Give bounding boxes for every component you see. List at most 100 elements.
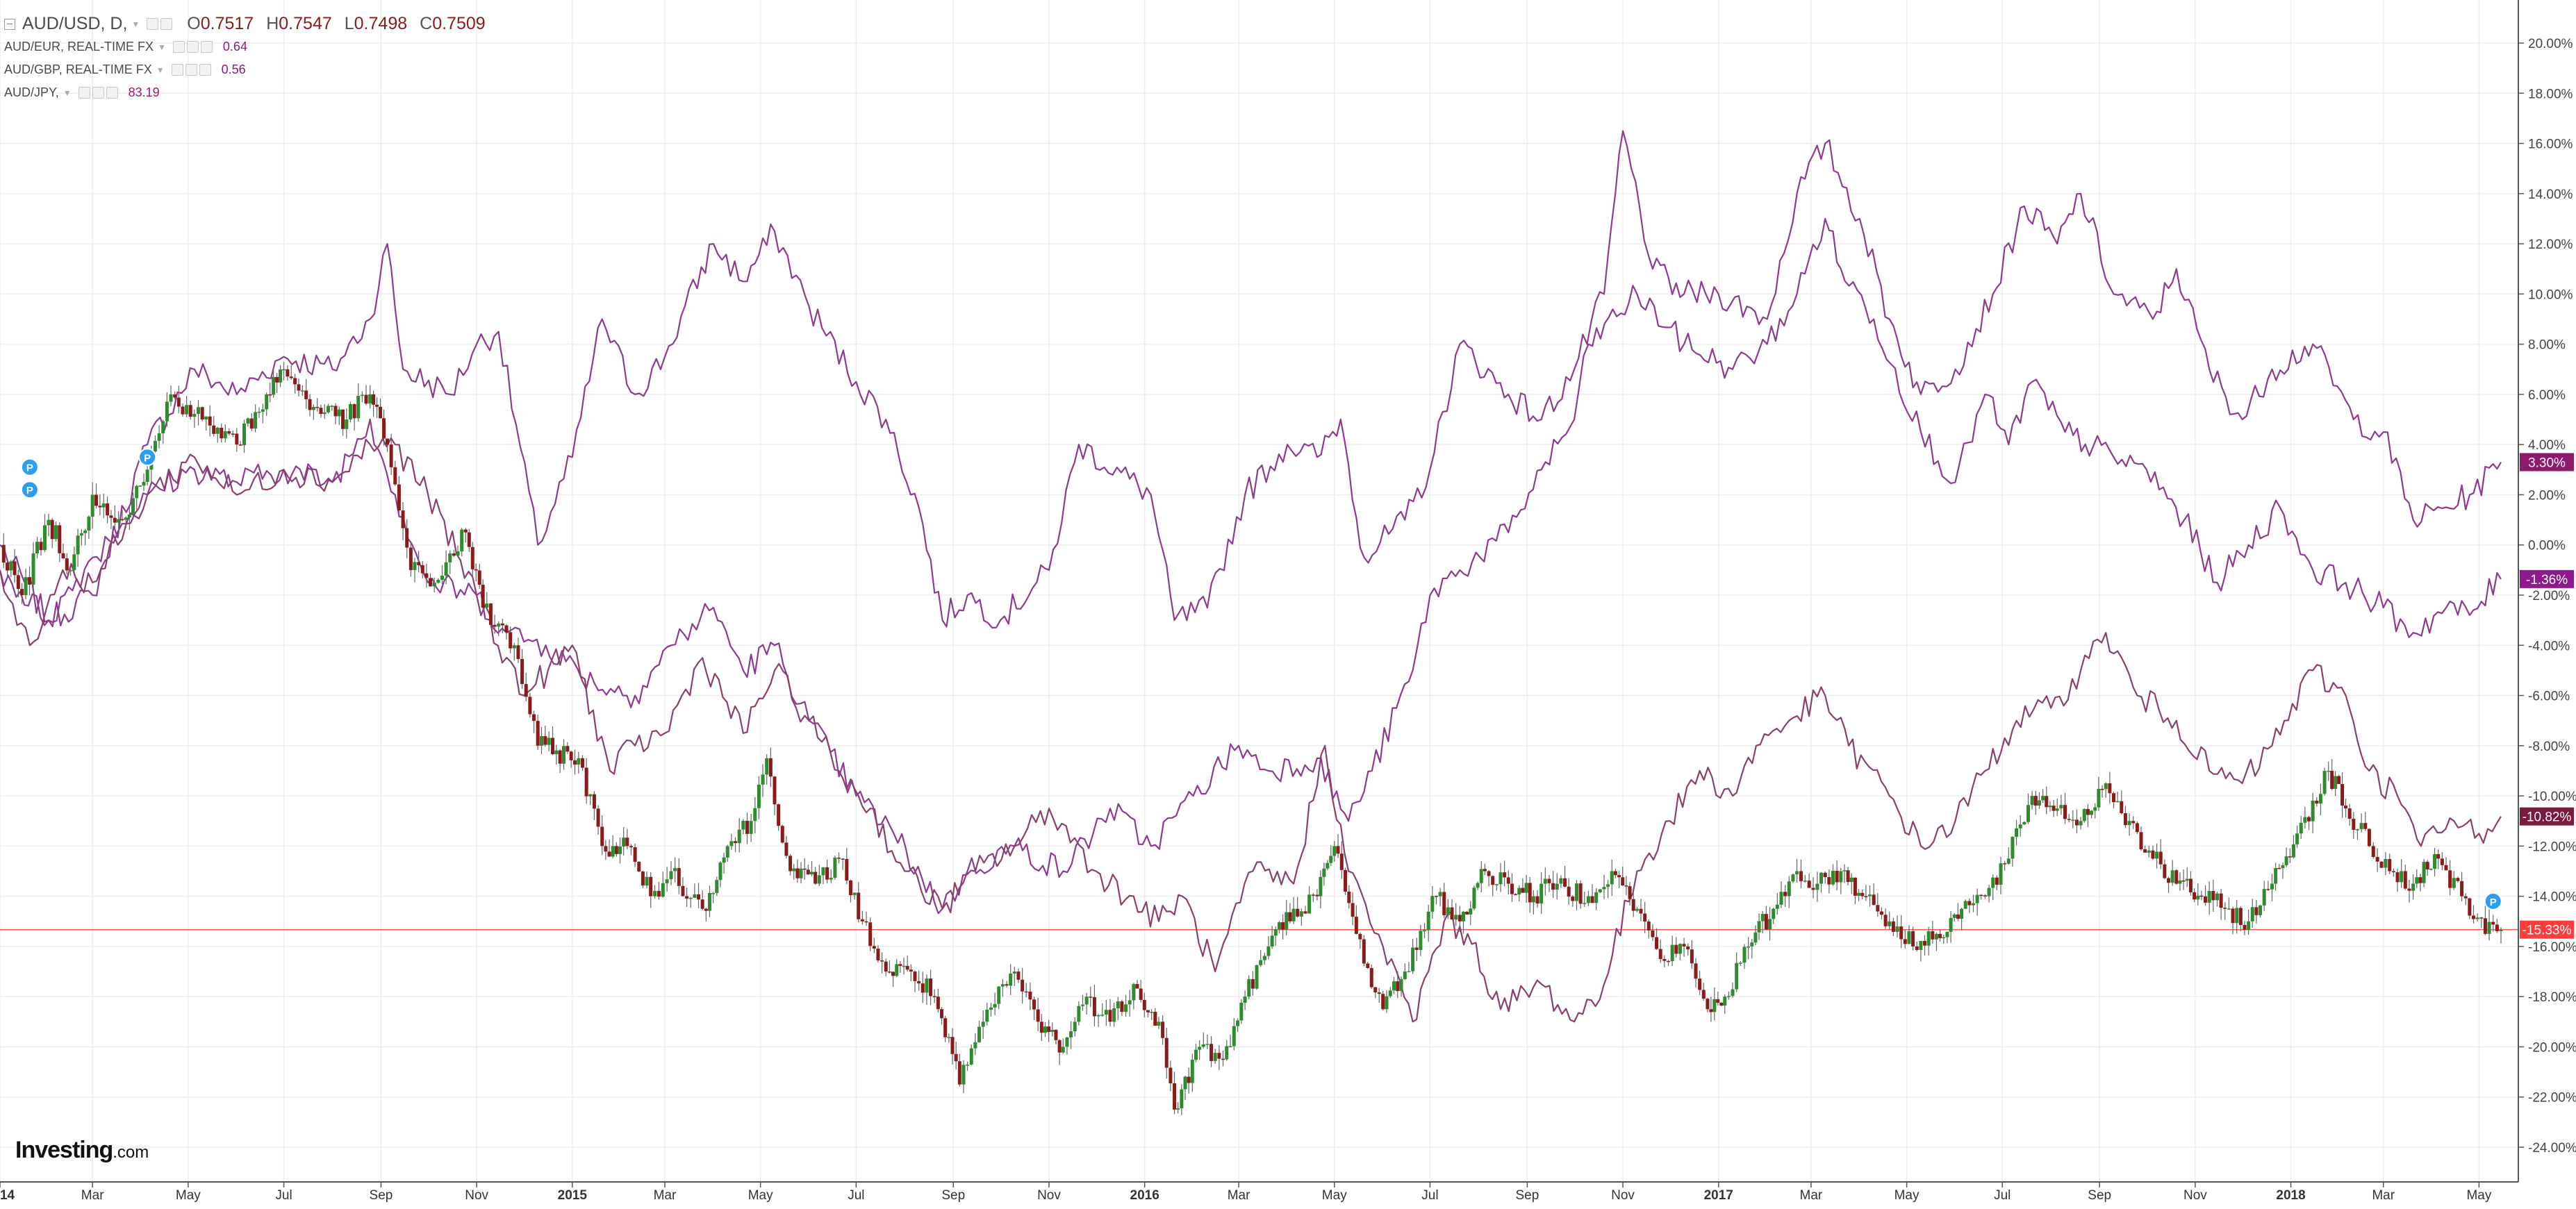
candle-body (1201, 1044, 1205, 1047)
x-tick-label: May (1322, 1188, 1347, 1203)
candle-body (1336, 846, 1340, 854)
candle-body (1753, 932, 1758, 943)
chevron-down-icon[interactable]: ▼ (131, 19, 140, 29)
candle-body (1791, 874, 1795, 882)
chevron-down-icon[interactable]: ▼ (158, 42, 166, 52)
candle-body (2375, 857, 2379, 862)
candle-body (382, 418, 386, 439)
candle-body (1775, 904, 1779, 909)
close-icon[interactable] (106, 87, 118, 99)
candle-body (161, 421, 165, 434)
candle-body (2422, 862, 2426, 883)
candles-aud-usd[interactable] (1, 362, 2503, 1115)
candle-body (1487, 871, 1491, 876)
settings-icon[interactable] (185, 64, 197, 76)
chevron-down-icon[interactable]: ▼ (63, 87, 72, 98)
candle-body (2411, 883, 2416, 891)
eye-icon[interactable] (172, 41, 185, 53)
last-value-tag[interactable] (2520, 807, 2574, 826)
candle-body (1662, 958, 1667, 961)
candle-body (1709, 1009, 1713, 1012)
candle-body (1183, 1076, 1187, 1090)
settings-icon[interactable] (186, 41, 199, 53)
time-axis[interactable]: 2014 Mar May Jul Sep Nov 2015 Mar May Jul Sep Nov 20… (0, 1181, 2518, 1203)
candle-body (2167, 878, 2171, 883)
candle-body (1084, 997, 1089, 1005)
candle-body (497, 623, 501, 627)
marker-label: P (2490, 897, 2497, 908)
candle-body (1399, 979, 1403, 992)
candle-body (1032, 999, 1037, 1010)
candle-body (1628, 886, 1632, 899)
candle-body (2307, 817, 2311, 822)
x-tick-label: 2014 (0, 1188, 15, 1203)
candle-body (1024, 991, 1028, 993)
settings-icon[interactable] (92, 87, 104, 99)
candle-body (2170, 870, 2174, 883)
collapse-icon[interactable] (4, 18, 15, 30)
candle-body (257, 411, 261, 413)
candle-body (588, 794, 593, 797)
marker-badge[interactable] (20, 458, 39, 476)
x-tick-label: Nov (1611, 1188, 1635, 1203)
candle-body (124, 517, 128, 520)
candle-body (1559, 878, 1563, 884)
settings-icon[interactable] (160, 18, 173, 30)
last-value-tag[interactable] (2520, 569, 2574, 588)
candle-body (1057, 1040, 1062, 1053)
marker-badge[interactable] (2484, 892, 2502, 910)
candle-body (1539, 883, 1544, 904)
x-tick-label: May (176, 1188, 201, 1203)
candle-body (1458, 915, 1462, 922)
candle-body (1465, 911, 1469, 915)
candle-body (1173, 1083, 1177, 1110)
candle-body (169, 394, 173, 402)
candle-body (397, 484, 401, 511)
candle-body (13, 561, 17, 576)
investing-logo[interactable]: Investing.com (15, 1137, 149, 1164)
legend-row-aud-gbp[interactable]: AUD/GBP, REAL-TIME FX ▼ 0.56 (4, 58, 486, 81)
candle-body (385, 438, 389, 445)
main-symbol: AUD/USD, D, (22, 14, 128, 33)
candle-body (547, 737, 551, 745)
candle-body (470, 547, 474, 569)
y-tick-label: -24.00% (2528, 1141, 2576, 1156)
candle-body (795, 868, 800, 878)
candle-body (2041, 796, 2045, 801)
eye-icon[interactable] (147, 18, 159, 30)
candle-body (1535, 896, 1539, 904)
marker-badge[interactable] (20, 481, 39, 499)
legend-row-aud-eur[interactable]: AUD/EUR, REAL-TIME FX ▼ 0.64 (4, 35, 486, 58)
candle-body (220, 427, 224, 439)
series-line-aud-jpy (0, 437, 2502, 1023)
candle-body (1142, 999, 1146, 1010)
close-icon[interactable] (200, 41, 213, 53)
legend-row-aud-jpy[interactable]: AUD/JPY, ▼ 83.19 (4, 81, 486, 104)
marker-badge[interactable] (138, 448, 157, 467)
candle-body (333, 406, 338, 417)
candle-body (1392, 981, 1396, 991)
last-value-tag[interactable] (2520, 920, 2574, 939)
candle-body (1735, 962, 1739, 990)
close-icon[interactable] (199, 64, 211, 76)
candle-body (673, 868, 677, 872)
last-value-tag[interactable] (2520, 453, 2574, 472)
candle-body (1080, 1004, 1084, 1006)
candle-body (2082, 809, 2086, 822)
chevron-down-icon[interactable]: ▼ (156, 65, 165, 75)
price-axis[interactable]: 20.00% 18.00% 16.00% 14.00% 12.00% 10.00% 8.00… (2518, 0, 2576, 1182)
eye-icon[interactable] (171, 64, 183, 76)
eye-icon[interactable] (78, 87, 90, 99)
candle-body (1135, 984, 1139, 989)
candle-body (1726, 996, 1731, 997)
y-tick-label: 14.00% (2528, 187, 2573, 202)
candle-body (2211, 891, 2215, 901)
candle-body (697, 894, 701, 900)
y-tick-label: 16.00% (2528, 137, 2573, 152)
candle-body (1494, 884, 1498, 885)
candle-body (761, 774, 765, 785)
candle-body (1574, 883, 1578, 901)
